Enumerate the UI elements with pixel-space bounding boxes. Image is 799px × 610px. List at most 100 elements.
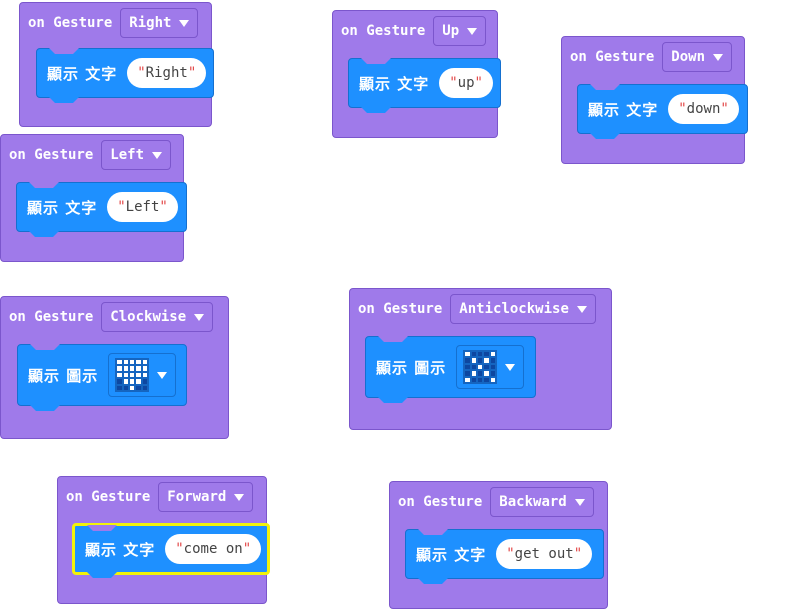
string-value: Right (145, 65, 188, 81)
quote-mark: " (506, 546, 515, 562)
string-input[interactable]: " up " (439, 68, 493, 98)
notch (590, 84, 620, 90)
gesture-value: Anticlockwise (459, 301, 569, 317)
led-cell (136, 372, 141, 378)
notch (30, 344, 60, 350)
string-input[interactable]: " Left " (107, 192, 178, 222)
show-string-label: 顯示 文字 (416, 545, 487, 564)
led-cell (136, 366, 141, 371)
notch (378, 397, 408, 403)
gesture-dropdown[interactable]: Clockwise (101, 302, 214, 332)
show-string-block[interactable]: 顯示 文字 " down " (577, 84, 748, 139)
show-string-label: 顯示 文字 (27, 198, 98, 217)
quote-mark: " (175, 541, 184, 557)
gesture-anticlockwise-block[interactable]: on Gesture Anticlockwise 顯示 圖示 (349, 288, 612, 430)
led-cell (123, 366, 129, 371)
show-icon-block[interactable]: 顯示 圖示 (365, 336, 536, 403)
hat-label: on Gesture (9, 309, 94, 325)
hat-label: on Gesture (341, 23, 426, 39)
caret-down-icon (179, 19, 190, 27)
quote-mark: " (573, 546, 583, 562)
string-value: up (457, 75, 475, 91)
string-value: get out (514, 546, 574, 562)
gesture-up-block[interactable]: on Gesture Up 顯示 文字 " up " (332, 10, 501, 138)
gesture-forward-block[interactable]: on Gesture Forward 顯示 文字 " come on " (57, 476, 270, 604)
led-cell (142, 372, 148, 378)
notch (378, 336, 408, 342)
led-cell (478, 352, 483, 357)
led-cell (130, 360, 135, 365)
show-string-block[interactable]: 顯示 文字 " Right " (36, 48, 214, 103)
notch (361, 58, 391, 64)
notch (418, 529, 448, 535)
gesture-dropdown[interactable]: Up (433, 16, 487, 46)
icon-dropdown[interactable] (456, 345, 525, 389)
show-icon-label: 顯示 圖示 (376, 358, 447, 377)
notch (49, 48, 79, 54)
led-cell (465, 371, 470, 376)
string-input[interactable]: " down " (668, 94, 739, 124)
led-cell (484, 358, 489, 363)
led-cell (490, 364, 496, 370)
led-cell (471, 371, 477, 376)
gesture-dropdown[interactable]: Down (662, 42, 733, 72)
gesture-left-block[interactable]: on Gesture Left 顯示 文字 " Left " (0, 134, 187, 262)
gesture-dropdown[interactable]: Anticlockwise (450, 294, 596, 324)
gesture-value: Backward (499, 494, 567, 510)
gesture-right-block[interactable]: on Gesture Right 顯示 文字 " Right " (19, 2, 214, 127)
show-icon-label: 顯示 圖示 (28, 366, 99, 385)
gesture-clockwise-block[interactable]: on Gesture Clockwise 顯示 圖示 (0, 296, 229, 439)
gesture-down-block[interactable]: on Gesture Down 顯示 文字 " down " (561, 36, 748, 164)
show-string-block[interactable]: 顯示 文字 " come on " (72, 523, 270, 578)
hat-label: on Gesture (358, 301, 443, 317)
notch (418, 578, 448, 584)
hat-label: on Gesture (398, 494, 483, 510)
led-cell (465, 364, 470, 370)
led-cell (471, 358, 477, 363)
show-icon-block[interactable]: 顯示 圖示 (17, 344, 187, 411)
gesture-backward-block[interactable]: on Gesture Backward 顯示 文字 " get out " (389, 481, 608, 609)
show-string-label: 顯示 文字 (85, 540, 156, 559)
led-cell (484, 377, 489, 382)
gesture-dropdown[interactable]: Backward (490, 487, 594, 517)
caret-down-icon (505, 363, 516, 371)
led-cell (136, 360, 141, 365)
notch (30, 405, 60, 411)
led-cell (471, 377, 477, 382)
show-string-label: 顯示 文字 (588, 100, 659, 119)
icon-dropdown[interactable] (108, 353, 177, 397)
gesture-dropdown[interactable]: Left (101, 140, 172, 170)
led-cell (117, 379, 122, 384)
string-input[interactable]: " get out " (496, 539, 593, 569)
show-string-block[interactable]: 顯示 文字 " up " (348, 58, 501, 113)
caret-down-icon (574, 498, 585, 506)
led-cell (142, 385, 148, 390)
led-cell (471, 352, 477, 357)
quote-mark: " (474, 75, 483, 91)
notch (361, 107, 391, 113)
gesture-value: Right (129, 15, 172, 31)
show-string-block[interactable]: 顯示 文字 " Left " (16, 182, 187, 237)
string-value: down (686, 101, 721, 117)
quote-mark: " (678, 101, 687, 117)
led-cell (484, 371, 489, 376)
hat-label: on Gesture (66, 489, 151, 505)
heart-icon (115, 358, 150, 392)
led-cell (130, 385, 135, 390)
led-cell (130, 379, 135, 384)
quote-mark: " (159, 199, 168, 215)
led-cell (117, 385, 122, 390)
show-string-block[interactable]: 顯示 文字 " get out " (405, 529, 604, 584)
notch (29, 182, 59, 188)
gesture-dropdown[interactable]: Forward (158, 482, 254, 512)
led-cell (478, 371, 483, 376)
quote-mark: " (117, 199, 126, 215)
caret-down-icon (576, 305, 587, 313)
led-cell (142, 366, 148, 371)
notch (590, 133, 620, 139)
notch (29, 231, 59, 237)
string-input[interactable]: " come on " (165, 534, 262, 564)
led-cell (478, 377, 483, 382)
gesture-dropdown[interactable]: Right (120, 8, 199, 38)
string-input[interactable]: " Right " (127, 58, 207, 88)
